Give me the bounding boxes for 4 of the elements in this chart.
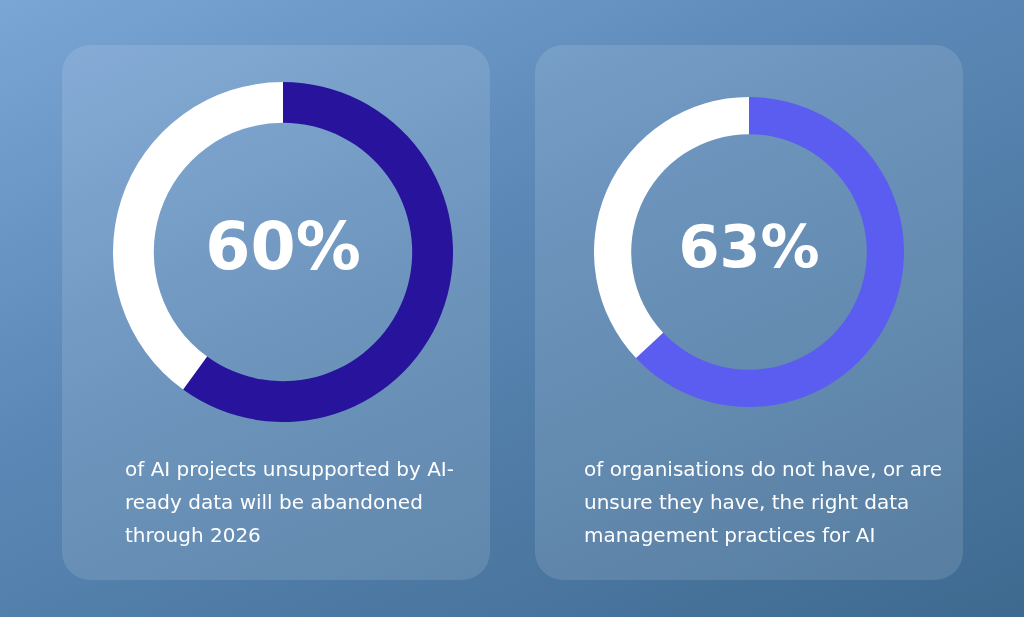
data-label: 60% xyxy=(205,208,361,284)
data-label: 63% xyxy=(678,212,820,282)
text: of AI projects unsupported by AI-ready data will be abandoned through 2026 xyxy=(125,456,455,549)
text: of organisations do not have, or are unsure they have, the right data management practices for AI xyxy=(584,456,944,549)
